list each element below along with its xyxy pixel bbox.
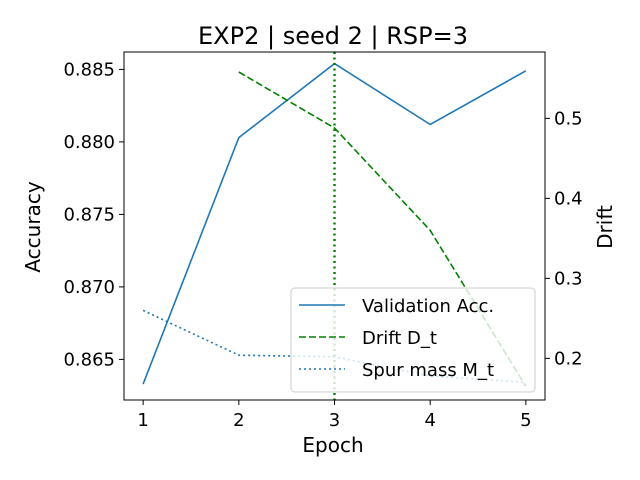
legend-label: Validation Acc. xyxy=(362,296,494,317)
y-tick-label-left: 0.885 xyxy=(63,59,115,80)
y-tick-label-right: 0.4 xyxy=(554,188,583,209)
y-tick-label-left: 0.880 xyxy=(63,132,115,153)
y-tick-label-right: 0.3 xyxy=(554,268,583,289)
y-tick-label-right: 0.2 xyxy=(554,348,583,369)
y-axis-label-left: Accuracy xyxy=(21,181,45,272)
x-axis-label: Epoch xyxy=(302,433,363,457)
x-tick-label: 5 xyxy=(520,410,531,431)
plot-frame xyxy=(123,51,546,401)
legend-box xyxy=(290,287,536,393)
y-tick-label-right: 0.5 xyxy=(554,108,583,129)
chart-title: EXP2 | seed 2 | RSP=3 xyxy=(198,22,468,50)
x-tick-label: 2 xyxy=(233,410,244,431)
x-tick-label: 3 xyxy=(329,410,340,431)
legend-label: Spur mass M_t xyxy=(362,360,494,381)
y-tick-label-left: 0.865 xyxy=(63,349,115,370)
y-tick-label-left: 0.875 xyxy=(63,204,115,225)
x-tick-label: 4 xyxy=(424,410,435,431)
y-axis-label-right: Drift xyxy=(593,205,617,249)
x-tick-label: 1 xyxy=(137,410,148,431)
legend-label: Drift D_t xyxy=(362,328,437,349)
y-tick-label-left: 0.870 xyxy=(63,277,115,298)
